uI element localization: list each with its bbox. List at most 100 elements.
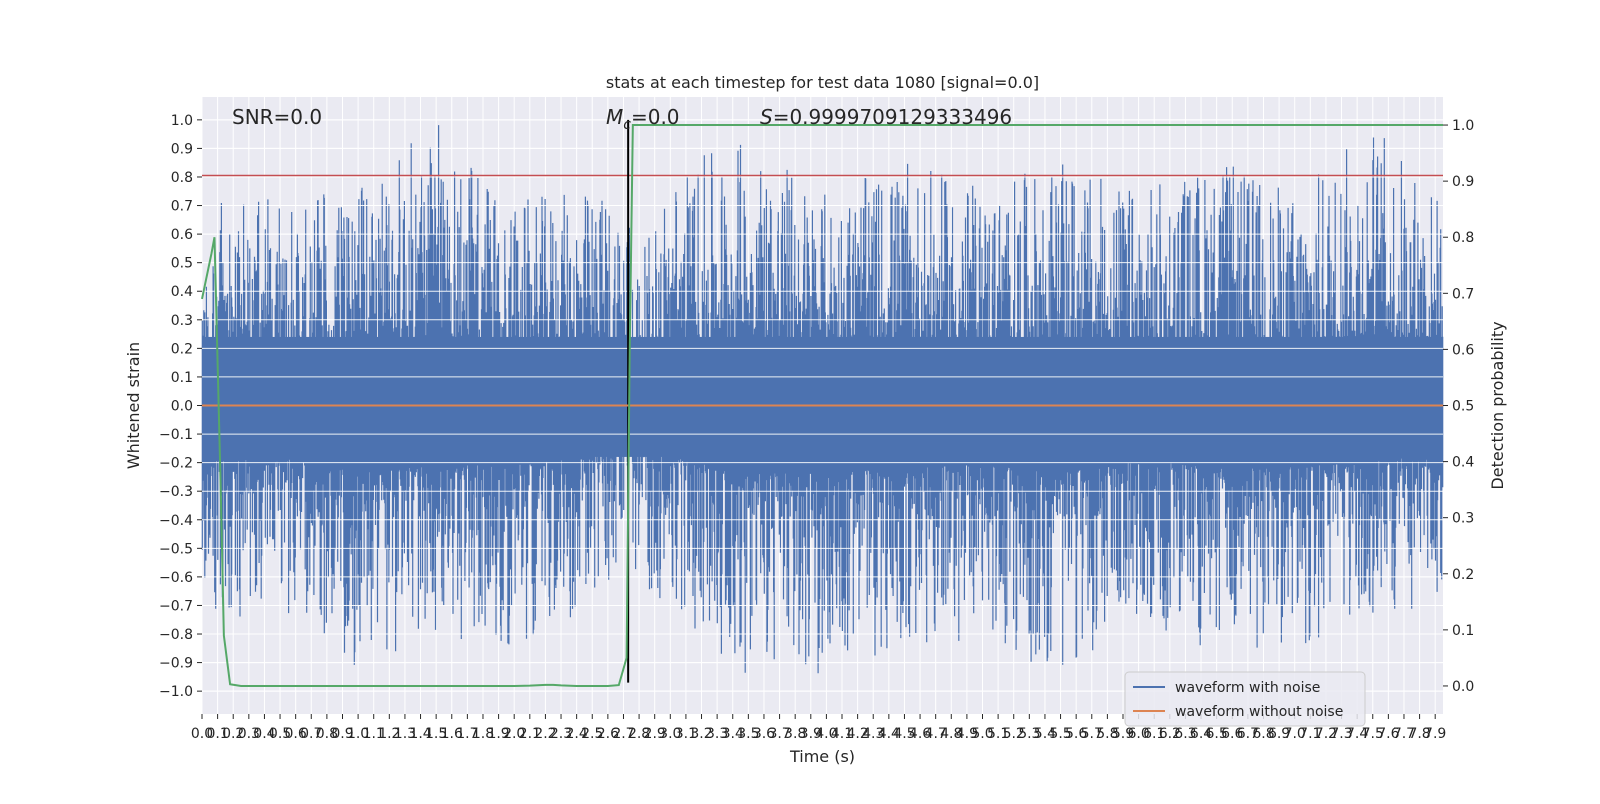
y-tick-label: 0.0 (171, 399, 193, 415)
y2-tick-label: 0.0 (1452, 679, 1474, 695)
x-tick-label: 4.7 (925, 726, 947, 742)
x-tick-label: 6.3 (1174, 726, 1196, 742)
x-tick-label: 2.5 (581, 726, 603, 742)
noise-series (201, 125, 1444, 674)
x-tick-label: 3.6 (753, 726, 775, 742)
x-tick-label: 5.9 (1112, 726, 1134, 742)
x-tick-label: 1.7 (456, 726, 478, 742)
y-tick-label: 0.5 (171, 256, 193, 272)
x-tick-label: 7.1 (1299, 726, 1321, 742)
y-tick-label: 0.8 (171, 170, 193, 186)
x-tick-label: 4.8 (940, 726, 962, 742)
x-tick-label: 6.2 (1159, 726, 1181, 742)
y-tick-label: −0.3 (159, 484, 193, 500)
x-tick-label: 5.2 (1003, 726, 1025, 742)
y-tick-label: 0.4 (171, 284, 193, 300)
x-tick-label: 7.7 (1393, 726, 1415, 742)
y2-axis-label: Detection probability (1488, 321, 1507, 489)
x-tick-label: 3.5 (737, 726, 759, 742)
mc-subscript: c (623, 117, 631, 133)
legend: waveform with noise waveform without noi… (1124, 671, 1366, 727)
detection-probability-line (201, 124, 1443, 687)
x-tick-label: 7.6 (1377, 726, 1399, 742)
x-tick-label: 2.8 (628, 726, 650, 742)
x-tick-label: 1.0 (347, 726, 369, 742)
x-tick-label: 4.6 (909, 726, 931, 742)
x-tick-label: 0.5 (269, 726, 291, 742)
x-tick-label: 1.9 (487, 726, 509, 742)
x-tick-label: 2.2 (534, 726, 556, 742)
x-tick-label: 6.4 (1190, 726, 1212, 742)
x-tick-label: 2.7 (612, 726, 634, 742)
x-tick-label: 0.3 (238, 726, 260, 742)
y-tick-label: 0.3 (171, 313, 193, 329)
y2-tick-label: 0.4 (1452, 455, 1474, 471)
x-axis-label: Time (s) (789, 747, 855, 766)
x-tick-label: 1.1 (363, 726, 385, 742)
x-tick-label: 0.9 (331, 726, 353, 742)
y-tick-label: −0.5 (159, 541, 193, 557)
x-tick-label: 7.9 (1424, 726, 1446, 742)
x-tick-label: 7.3 (1330, 726, 1352, 742)
y2-tick-label: 0.6 (1452, 342, 1474, 358)
y-tick-label: −1.0 (159, 684, 193, 700)
x-tick-label: 4.5 (893, 726, 915, 742)
x-tick-label: 0.6 (285, 726, 307, 742)
x-tick-label: 0.0 (191, 726, 213, 742)
x-tick-label: 6.9 (1268, 726, 1290, 742)
s-symbol: S (760, 105, 773, 129)
legend-box (1124, 671, 1366, 727)
x-tick-label: 3.2 (690, 726, 712, 742)
x-tick-label: 1.2 (378, 726, 400, 742)
x-tick-label: 3.8 (784, 726, 806, 742)
y2-tick-label: 0.3 (1452, 511, 1474, 527)
x-tick-label: 6.7 (1237, 726, 1259, 742)
noise-core (202, 336, 1443, 457)
y-tick-label: −0.1 (159, 427, 193, 443)
x-tick-label: 1.3 (394, 726, 416, 742)
y2-tick-label: 1.0 (1452, 118, 1474, 134)
x-tick-label: 6.5 (1206, 726, 1228, 742)
y-tick-label: 0.9 (171, 141, 193, 157)
x-tick-label: 2.0 (503, 726, 525, 742)
x-tick-label: 7.4 (1346, 726, 1368, 742)
x-tick-label: 1.8 (472, 726, 494, 742)
x-tick-label: 7.2 (1315, 726, 1337, 742)
x-tick-label: 7.0 (1284, 726, 1306, 742)
y-tick-label: 0.1 (171, 370, 193, 386)
x-tick-label: 5.4 (1034, 726, 1056, 742)
y2-tick-label: 0.8 (1452, 230, 1474, 246)
x-tick-label: 1.5 (425, 726, 447, 742)
x-tick-label: 6.8 (1252, 726, 1274, 742)
x-tick-label: 0.2 (222, 726, 244, 742)
x-tick-label: 0.7 (300, 726, 322, 742)
y-tick-label: −0.4 (159, 513, 193, 529)
axes: 0.00.10.20.30.40.50.60.70.80.91.01.11.21… (159, 113, 1474, 742)
x-tick-label: 3.0 (659, 726, 681, 742)
x-tick-label: 7.8 (1408, 726, 1430, 742)
x-tick-label: 5.3 (1018, 726, 1040, 742)
x-tick-label: 3.7 (768, 726, 790, 742)
chirp-mass-annotation: Mc=0.0 (606, 105, 680, 133)
x-tick-label: 4.1 (831, 726, 853, 742)
x-tick-label: 7.5 (1362, 726, 1384, 742)
x-tick-label: 4.3 (862, 726, 884, 742)
x-tick-label: 2.6 (597, 726, 619, 742)
x-tick-label: 5.6 (1065, 726, 1087, 742)
y-tick-label: −0.7 (159, 598, 193, 614)
y2-tick-label: 0.1 (1452, 623, 1474, 639)
x-tick-label: 3.9 (800, 726, 822, 742)
y2-tick-label: 0.7 (1452, 286, 1474, 302)
y2-tick-label: 0.2 (1452, 567, 1474, 583)
x-tick-label: 2.1 (519, 726, 541, 742)
x-tick-label: 4.0 (815, 726, 837, 742)
y-axis-label: Whitened strain (124, 342, 143, 469)
x-tick-label: 5.1 (987, 726, 1009, 742)
x-tick-label: 0.1 (206, 726, 228, 742)
y-tick-label: 0.7 (171, 199, 193, 215)
x-tick-label: 6.0 (1127, 726, 1149, 742)
y2-tick-label: 0.9 (1452, 174, 1474, 190)
x-tick-label: 5.5 (1049, 726, 1071, 742)
y-tick-label: −0.9 (159, 656, 193, 672)
